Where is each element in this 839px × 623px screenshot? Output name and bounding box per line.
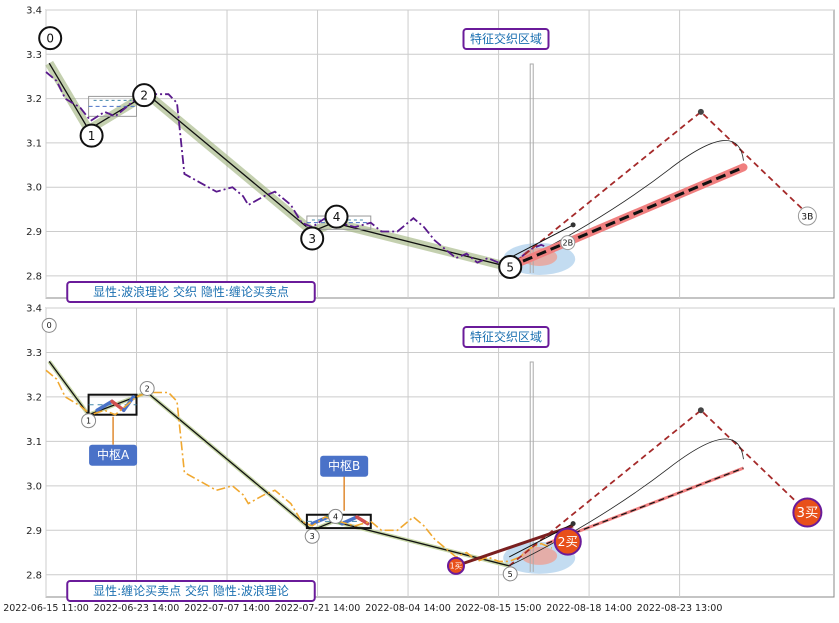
annotation-label-frame xyxy=(462,326,550,348)
aux-point xyxy=(570,521,576,527)
wave-label-ring xyxy=(502,566,518,582)
projection-peak xyxy=(697,407,704,414)
plot-frame xyxy=(45,307,835,598)
pivot-stroke xyxy=(110,399,126,413)
fit-curve xyxy=(509,140,744,268)
wave-label-ring xyxy=(132,83,157,108)
wave-label-ring xyxy=(81,413,97,429)
y-tick-label: 3.4 xyxy=(26,304,42,315)
wave-label: 4 xyxy=(333,210,341,224)
mid-label: 2B xyxy=(562,238,573,247)
y-tick-label: 3.1 xyxy=(26,138,42,149)
highlight-core xyxy=(521,546,558,565)
wave-label: 4 xyxy=(333,512,338,521)
volume-spike xyxy=(529,63,534,273)
y-tick-label: 2.9 xyxy=(26,526,42,537)
projection-peak xyxy=(697,108,704,115)
y-tick-label: 2.9 xyxy=(26,227,42,238)
annotation-label: 特征交织区域 xyxy=(470,329,542,344)
wave-label-ring xyxy=(498,254,523,279)
x-tick-label: 2022-06-15 11:00 xyxy=(3,603,89,614)
buy-signal-marker xyxy=(446,556,465,575)
y-tick-label: 3.2 xyxy=(26,392,42,403)
projection-line xyxy=(508,110,809,268)
target-label: 3B xyxy=(801,212,813,222)
wave-label: 5 xyxy=(508,570,513,579)
y-tick-label: 3.2 xyxy=(26,94,42,105)
trend-line xyxy=(508,165,745,269)
pivot-a-label: 中枢A xyxy=(97,447,130,462)
buy-signal-marker xyxy=(792,497,823,528)
x-tick-label: 2022-08-23 13:00 xyxy=(637,603,723,614)
pivot-b-box xyxy=(320,455,369,477)
target-label-ring xyxy=(797,206,817,226)
pivot-stroke xyxy=(355,515,370,526)
buy-signal-label: 2买 xyxy=(558,535,578,549)
y-tick-label: 2.8 xyxy=(26,271,42,282)
wave-label-ring xyxy=(304,528,320,544)
wave-label: 5 xyxy=(506,260,514,274)
wave-label: 2 xyxy=(145,384,150,393)
pivot-b-label: 中枢B xyxy=(328,458,360,473)
wave-label-ring xyxy=(328,508,344,524)
pivot-stroke xyxy=(95,399,114,413)
x-tick-label: 2022-06-23 14:00 xyxy=(94,603,180,614)
volume-spike xyxy=(529,361,534,572)
price-line xyxy=(45,369,553,563)
x-tick-label: 2022-07-21 14:00 xyxy=(275,603,361,614)
pivot-stroke xyxy=(310,515,330,526)
short-trend xyxy=(455,524,574,568)
x-axis: 2022-06-15 11:00 2022-06-23 14:00 2022-07-… xyxy=(3,603,722,614)
y-tick-label: 3.3 xyxy=(26,348,42,359)
wave-label: 0 xyxy=(47,321,52,330)
mid-label-ring xyxy=(560,235,576,251)
wave-label: 3 xyxy=(310,532,315,541)
plot-frame xyxy=(45,9,835,299)
annotation-label-frame xyxy=(462,28,550,50)
price-line xyxy=(45,71,553,264)
caption-label-frame xyxy=(66,281,316,303)
pivot-a-box xyxy=(89,444,138,466)
caption-label: 显性:波浪理论 交织 隐性:缠论买卖点 xyxy=(93,284,289,299)
y-tick-label: 3.1 xyxy=(26,437,42,448)
wave-label-ring xyxy=(324,204,349,229)
caption-label: 显性:缠论买卖点 交织 隐性:波浪理论 xyxy=(93,583,289,598)
y-tick-label: 3.0 xyxy=(26,481,42,492)
trend-line xyxy=(546,467,744,545)
y-tick-label: 3.4 xyxy=(26,6,42,17)
aux-point xyxy=(570,222,576,228)
wave-label-ring xyxy=(300,226,325,251)
buy-signal-marker xyxy=(553,527,582,556)
buy-signal-label: 1买 xyxy=(450,562,463,571)
x-tick-label: 2022-07-07 14:00 xyxy=(184,603,270,614)
wave-label: 2 xyxy=(140,89,148,103)
wave-label: 1 xyxy=(88,129,96,143)
y-tick-label: 3.3 xyxy=(26,50,42,61)
wave-label: 0 xyxy=(46,31,54,45)
wave-label-ring xyxy=(79,123,104,148)
wave-label: 3 xyxy=(308,232,316,246)
aux-line xyxy=(508,224,574,259)
wave-label: 1 xyxy=(86,417,91,426)
wave-label-ring xyxy=(41,317,57,333)
bottom-panel: 2.8 2.9 3.0 3.1 3.2 3.3 3.4 0 1 2 3 4 5 1买 2买 3买 中枢A 中枢B 特… xyxy=(26,304,835,602)
x-tick-label: 2022-08-15 15:00 xyxy=(456,603,542,614)
x-tick-label: 2022-08-18 14:00 xyxy=(546,603,632,614)
y-tick-label: 2.8 xyxy=(26,570,42,581)
x-tick-label: 2022-08-04 14:00 xyxy=(365,603,451,614)
annotation-label: 特征交织区域 xyxy=(470,31,542,46)
buy-signal-label: 3买 xyxy=(796,505,818,521)
top-panel: 2.8 2.9 3.0 3.1 3.2 3.3 3.4 0 1 2 3 4 5 2B 3B 特征交织区域显性:… xyxy=(26,6,835,303)
y-tick-label: 3.0 xyxy=(26,183,42,194)
wave-label-ring xyxy=(38,26,63,51)
wave-label-ring xyxy=(139,380,155,396)
wave-line xyxy=(48,62,510,268)
projection-line xyxy=(508,409,809,567)
caption-label-frame xyxy=(66,580,316,602)
